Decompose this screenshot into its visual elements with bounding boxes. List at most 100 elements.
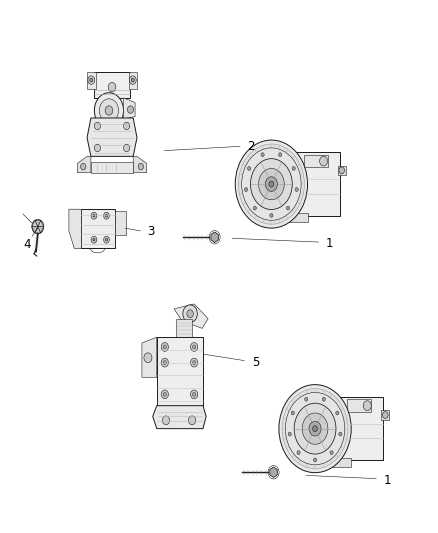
Circle shape xyxy=(297,451,300,455)
Bar xyxy=(338,166,346,175)
Circle shape xyxy=(91,236,97,243)
Polygon shape xyxy=(78,156,91,173)
Circle shape xyxy=(282,389,348,469)
Circle shape xyxy=(294,403,336,454)
Circle shape xyxy=(191,343,198,351)
Polygon shape xyxy=(133,156,147,173)
Circle shape xyxy=(144,353,152,362)
Circle shape xyxy=(242,148,301,220)
Bar xyxy=(313,458,351,467)
Circle shape xyxy=(305,397,308,401)
Text: 3: 3 xyxy=(147,225,154,238)
Circle shape xyxy=(270,213,273,217)
Circle shape xyxy=(106,214,108,217)
Circle shape xyxy=(339,432,342,436)
Bar xyxy=(269,213,307,222)
Circle shape xyxy=(292,166,295,171)
Circle shape xyxy=(94,144,100,152)
Bar xyxy=(81,209,116,248)
Circle shape xyxy=(295,188,298,191)
Circle shape xyxy=(322,397,325,401)
Polygon shape xyxy=(35,227,41,233)
Bar xyxy=(176,319,192,338)
Circle shape xyxy=(163,361,166,365)
Circle shape xyxy=(238,144,304,224)
Circle shape xyxy=(108,83,116,92)
Polygon shape xyxy=(174,304,208,328)
Text: 4: 4 xyxy=(23,238,31,251)
Circle shape xyxy=(291,411,294,415)
Circle shape xyxy=(106,238,108,241)
Text: 1: 1 xyxy=(326,237,333,250)
Circle shape xyxy=(124,144,130,152)
Bar xyxy=(381,410,389,420)
Circle shape xyxy=(363,401,371,410)
Circle shape xyxy=(191,390,198,399)
Polygon shape xyxy=(38,220,44,227)
Bar xyxy=(304,155,328,167)
Circle shape xyxy=(99,99,119,122)
Circle shape xyxy=(94,122,100,130)
Circle shape xyxy=(187,310,193,318)
Circle shape xyxy=(339,167,345,174)
Circle shape xyxy=(188,416,196,425)
Polygon shape xyxy=(69,209,81,248)
Circle shape xyxy=(244,188,247,191)
Circle shape xyxy=(162,416,170,425)
Circle shape xyxy=(93,238,95,241)
Bar xyxy=(313,397,383,461)
Polygon shape xyxy=(142,337,157,377)
Circle shape xyxy=(193,392,196,397)
Circle shape xyxy=(94,93,124,128)
Circle shape xyxy=(163,392,166,397)
Circle shape xyxy=(93,214,95,217)
Circle shape xyxy=(275,215,280,222)
Circle shape xyxy=(318,459,324,466)
Circle shape xyxy=(382,411,388,418)
Circle shape xyxy=(191,358,198,367)
Polygon shape xyxy=(38,227,44,233)
Circle shape xyxy=(131,78,134,82)
Circle shape xyxy=(163,345,166,349)
Circle shape xyxy=(161,358,168,367)
Circle shape xyxy=(330,451,333,455)
Circle shape xyxy=(247,166,251,171)
Circle shape xyxy=(127,106,134,114)
Polygon shape xyxy=(153,406,206,429)
Bar xyxy=(116,212,126,236)
Circle shape xyxy=(314,458,317,462)
Bar xyxy=(347,399,371,411)
Circle shape xyxy=(265,177,277,191)
Polygon shape xyxy=(35,220,41,227)
Circle shape xyxy=(288,432,291,436)
Circle shape xyxy=(90,78,93,82)
Circle shape xyxy=(285,392,345,465)
Circle shape xyxy=(124,122,130,130)
Circle shape xyxy=(320,156,328,166)
Text: 5: 5 xyxy=(252,356,259,369)
Circle shape xyxy=(105,106,113,115)
Circle shape xyxy=(261,153,264,157)
Bar xyxy=(269,152,340,216)
Polygon shape xyxy=(87,118,137,156)
Circle shape xyxy=(104,212,110,219)
Circle shape xyxy=(183,305,198,322)
Circle shape xyxy=(129,76,136,84)
Circle shape xyxy=(269,181,274,187)
Bar xyxy=(128,72,137,88)
Text: 2: 2 xyxy=(247,140,255,153)
Polygon shape xyxy=(124,98,135,119)
Circle shape xyxy=(302,413,328,445)
Circle shape xyxy=(91,212,97,219)
Circle shape xyxy=(88,76,95,84)
Circle shape xyxy=(253,206,257,210)
Circle shape xyxy=(336,411,339,415)
Circle shape xyxy=(309,421,321,436)
Circle shape xyxy=(193,361,196,365)
Bar xyxy=(91,163,133,173)
Circle shape xyxy=(313,426,318,432)
Polygon shape xyxy=(211,232,219,243)
Circle shape xyxy=(193,345,196,349)
Circle shape xyxy=(235,140,307,228)
Polygon shape xyxy=(32,220,38,227)
